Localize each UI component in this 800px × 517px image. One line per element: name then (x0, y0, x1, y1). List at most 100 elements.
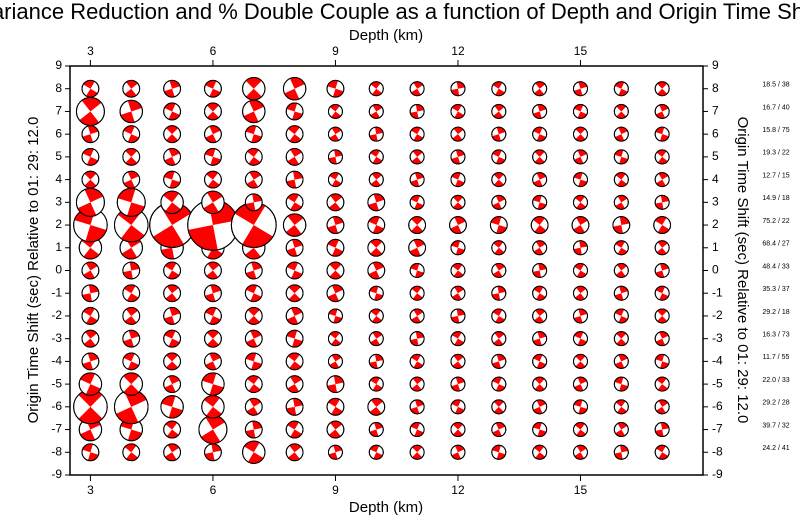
beachball (201, 190, 225, 215)
beachball (491, 263, 507, 278)
beachball-lobe (207, 247, 223, 259)
beachball-lobe (493, 179, 504, 187)
beachball-rim (572, 399, 588, 415)
x-axis-label: Depth (km) (349, 499, 423, 516)
beachball-lobe (246, 179, 259, 189)
beachball-rim (613, 399, 629, 415)
beachball-rim (450, 331, 466, 347)
y-tick-label-right: -1 (712, 285, 723, 299)
beachball-rim (285, 170, 304, 189)
beachball-lobe (412, 445, 423, 453)
beachball-lobe (115, 406, 139, 424)
beachball-lobe (575, 134, 586, 142)
beachball-lobe (328, 156, 337, 164)
beachball (572, 285, 588, 301)
beachball-lobe (126, 307, 138, 316)
beachball (204, 147, 222, 166)
beachball (368, 422, 384, 438)
beachball (572, 126, 588, 142)
beachball-lobe (410, 111, 419, 119)
beachball (326, 216, 345, 234)
beachball (450, 353, 466, 369)
beachball-lobe (249, 398, 261, 407)
beachball-lobe (124, 284, 136, 294)
beachball-lobe (615, 240, 625, 248)
beachball (532, 376, 548, 392)
beachball-lobe (576, 202, 587, 210)
beachball-rim (613, 331, 629, 347)
beachball-lobe (372, 156, 383, 164)
y-tick-label: -5 (51, 376, 62, 390)
row-label: 29.2 / 18 (762, 309, 789, 316)
beachball (285, 238, 304, 257)
beachball (201, 395, 225, 419)
beachball-lobe (576, 270, 587, 278)
beachball (326, 238, 345, 257)
beachball-rim (654, 422, 670, 438)
beachball (532, 149, 548, 165)
beachball-lobe (534, 445, 544, 453)
beachball-rim (326, 420, 345, 439)
beachball (285, 397, 304, 416)
beachball (572, 263, 588, 278)
y-tick-label: -3 (51, 331, 62, 345)
beachball (81, 79, 100, 98)
beachball (119, 99, 143, 124)
beachball (327, 126, 343, 142)
beachball-lobe (166, 361, 179, 370)
beachball-lobe (331, 179, 342, 187)
y-tick-label: 9 (55, 58, 62, 72)
beachball (285, 170, 304, 189)
beachball-lobe (247, 315, 260, 325)
beachball-lobe (492, 81, 503, 89)
beachball (327, 172, 343, 188)
beachball (204, 170, 222, 189)
beachball-rim (408, 238, 427, 257)
beachball (409, 263, 425, 278)
beachball-lobe (371, 88, 382, 96)
beachball-rim (450, 263, 466, 278)
beachball-lobe (85, 384, 101, 396)
beachball-lobe (656, 247, 667, 255)
y-tick-label-right: -6 (712, 399, 723, 413)
beachball-rim (122, 261, 141, 280)
beachball-rim (491, 172, 507, 188)
beachball-rim (244, 375, 263, 394)
beachball-lobe (123, 372, 140, 385)
beachball-rim (409, 308, 425, 324)
beachball (201, 372, 225, 396)
beachball-lobe (575, 361, 586, 369)
y-tick-label: 5 (55, 149, 62, 163)
row-label: 48.4 / 33 (762, 263, 789, 270)
beachball-lobe (576, 286, 586, 294)
beachball-rim (204, 125, 222, 144)
beachball-lobe (245, 88, 262, 100)
beachball (409, 308, 425, 324)
beachball-rim (163, 170, 181, 189)
beachball-rim (244, 170, 263, 189)
beachball-rim (491, 81, 507, 97)
beachball-rim (163, 79, 181, 98)
beachball-lobe (493, 172, 504, 180)
beachball (326, 375, 345, 394)
beachball-rim (368, 126, 384, 142)
beachball-rim (122, 284, 141, 303)
beachball-rim (368, 103, 384, 119)
beachball (163, 261, 181, 280)
beachball (327, 331, 343, 347)
beachball (326, 261, 345, 280)
beachball-lobe (245, 247, 261, 259)
beachball-lobe (370, 308, 381, 316)
beachball-lobe (243, 111, 259, 123)
beachball-lobe (247, 307, 260, 316)
beachball-rim (409, 194, 425, 210)
beachball-rim (368, 308, 384, 324)
beachball-lobe (124, 443, 137, 453)
beachball (491, 308, 507, 324)
beachball (572, 149, 588, 165)
y-tick-label-right: 3 (712, 195, 719, 209)
beachball-rim (285, 375, 304, 394)
beachball-rim (285, 397, 304, 416)
beachball-lobe (575, 354, 586, 362)
beachball-rim (327, 331, 343, 347)
